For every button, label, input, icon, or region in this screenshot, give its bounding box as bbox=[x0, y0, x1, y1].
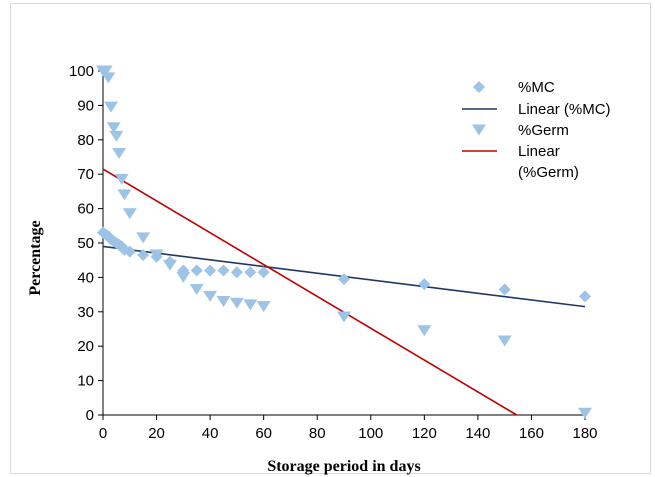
x-tick-label: 0 bbox=[99, 425, 107, 442]
data-markers bbox=[96, 65, 592, 419]
y-tick-label: 60 bbox=[77, 201, 94, 218]
legend-label: %MC bbox=[518, 79, 555, 96]
y-tick-label: 30 bbox=[77, 304, 94, 321]
germ-point bbox=[578, 407, 592, 419]
mc-point bbox=[498, 283, 511, 296]
y-axis-ticks: 0 10 20 30 40 50 60 70 80 90 100 bbox=[69, 63, 103, 424]
germ-point bbox=[256, 301, 271, 313]
mc-point bbox=[217, 264, 230, 277]
germ-point bbox=[417, 325, 432, 337]
mc-point bbox=[230, 266, 243, 279]
germ-point bbox=[216, 295, 231, 307]
legend-germ-symbol bbox=[472, 124, 486, 136]
x-tick-label: 140 bbox=[465, 425, 490, 442]
germ-point bbox=[337, 311, 351, 323]
germ-point bbox=[104, 101, 119, 113]
legend-mc-symbol bbox=[473, 81, 485, 93]
legend-label: Linear (%MC) bbox=[518, 101, 611, 118]
mc-point bbox=[579, 290, 591, 303]
germ-point bbox=[101, 72, 116, 84]
y-tick-label: 40 bbox=[77, 269, 94, 286]
x-tick-label: 60 bbox=[255, 425, 272, 442]
germ-point bbox=[497, 335, 512, 347]
y-axis-title: Percentage bbox=[27, 220, 44, 295]
germ-point bbox=[106, 122, 121, 134]
germ-point bbox=[98, 65, 113, 77]
germ-point bbox=[189, 283, 204, 295]
germ-point bbox=[122, 208, 137, 220]
y-tick-label: 70 bbox=[77, 166, 94, 183]
mc-point bbox=[257, 266, 270, 279]
germ-point bbox=[162, 259, 177, 271]
germ-point bbox=[136, 232, 151, 244]
x-axis-ticks: 0 20 40 60 80 100 120 140 160 180 bbox=[99, 415, 598, 442]
y-tick-label: 50 bbox=[77, 235, 94, 252]
germ-point bbox=[114, 173, 129, 185]
x-tick-label: 120 bbox=[412, 425, 437, 442]
mc-point bbox=[244, 266, 257, 279]
germ-point bbox=[109, 130, 124, 142]
germ-point bbox=[117, 189, 132, 201]
legend-label: Linear bbox=[518, 143, 560, 160]
mc-point bbox=[338, 273, 350, 286]
x-tick-label: 40 bbox=[202, 425, 219, 442]
legend-label: (%Germ) bbox=[518, 164, 579, 181]
germ-point bbox=[229, 297, 244, 309]
x-tick-label: 20 bbox=[148, 425, 165, 442]
mc-point bbox=[204, 264, 217, 277]
mc-point bbox=[190, 264, 203, 277]
mc-point bbox=[123, 245, 136, 258]
y-tick-label: 0 bbox=[86, 407, 94, 424]
y-tick-label: 80 bbox=[77, 132, 94, 149]
x-axis-title: Storage period in days bbox=[267, 458, 420, 475]
y-tick-label: 20 bbox=[77, 338, 94, 355]
germ-point bbox=[176, 271, 191, 283]
legend-label: %Germ bbox=[518, 122, 569, 139]
trendline-germ bbox=[102, 168, 518, 416]
x-tick-label: 160 bbox=[519, 425, 544, 442]
mc-point bbox=[137, 249, 150, 262]
x-tick-label: 100 bbox=[358, 425, 383, 442]
mc-point bbox=[418, 278, 431, 291]
germ-point bbox=[112, 148, 127, 160]
x-tick-label: 80 bbox=[309, 425, 326, 442]
germ-point bbox=[203, 290, 218, 302]
x-tick-label: 180 bbox=[572, 425, 597, 442]
germ-point bbox=[243, 299, 258, 311]
y-tick-label: 90 bbox=[77, 97, 94, 114]
legend: %MC Linear (%MC) %Germ Linear (%Germ) bbox=[462, 79, 611, 181]
y-tick-label: 10 bbox=[77, 373, 94, 390]
y-tick-label: 100 bbox=[69, 63, 94, 80]
germ-point bbox=[149, 249, 164, 261]
